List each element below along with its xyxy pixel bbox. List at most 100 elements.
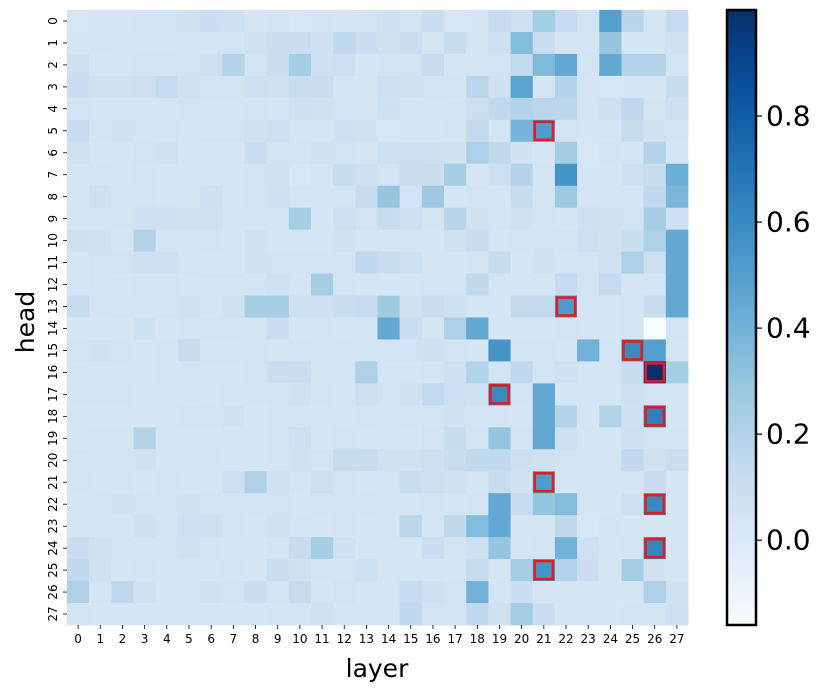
heatmap-cell [510, 515, 534, 538]
heatmap-cell [532, 361, 556, 384]
heatmap-cell [288, 493, 312, 516]
heatmap-cell [89, 515, 112, 538]
highlight-box [533, 120, 555, 142]
heatmap-cell [421, 537, 445, 560]
heatmap-cell [510, 273, 534, 296]
heatmap-cell [554, 119, 578, 143]
heatmap-cell [288, 163, 312, 187]
heatmap-cell [288, 53, 312, 77]
heatmap-cell [111, 493, 134, 516]
heatmap-cell [488, 427, 511, 450]
heatmap-cell [89, 383, 112, 406]
heatmap-cell [333, 185, 356, 209]
heatmap-cell [421, 383, 445, 406]
heatmap-cell [222, 229, 245, 252]
heatmap-cell [554, 603, 578, 626]
heatmap-cell [310, 53, 334, 77]
heatmap-cell [266, 603, 290, 626]
heatmap-cell [554, 207, 578, 231]
heatmap-cell [310, 449, 334, 472]
heatmap-cell [444, 251, 467, 274]
x-tick-label: 26 [647, 632, 662, 646]
heatmap-cell [421, 207, 445, 231]
heatmap-cell [177, 383, 201, 406]
heatmap-cell [554, 185, 578, 209]
heatmap-cell [554, 163, 578, 187]
heatmap-cell [554, 493, 578, 516]
heatmap-cell [643, 251, 667, 274]
heatmap-cell [599, 537, 622, 560]
heatmap-cell [488, 185, 511, 209]
heatmap-cell [466, 449, 489, 472]
x-tick-label: 2 [119, 632, 127, 646]
heatmap-cell [399, 251, 423, 274]
heatmap-cell [554, 537, 578, 560]
heatmap-cell [222, 493, 245, 516]
heatmap-cell [554, 75, 578, 99]
heatmap-cell [510, 383, 534, 406]
heatmap-cell [643, 581, 667, 604]
heatmap-cell [310, 295, 334, 318]
heatmap-cell [288, 383, 312, 406]
heatmap-cell [532, 273, 556, 296]
highlight-box [622, 340, 643, 361]
heatmap-cell [244, 427, 268, 450]
heatmap-cell [643, 361, 667, 384]
heatmap-cell [577, 185, 600, 209]
heatmap-cell [488, 405, 511, 428]
heatmap-cell [532, 405, 556, 428]
heatmap-cell [554, 97, 578, 121]
heatmap-cell [200, 339, 223, 362]
colorbar-tick-label: 0.6 [766, 206, 811, 239]
y-tick-label: 12 [46, 277, 60, 292]
heatmap-cell [577, 361, 600, 384]
heatmap-cell [244, 273, 268, 296]
x-tick-label: 3 [141, 632, 149, 646]
heatmap-cell [89, 31, 112, 55]
heatmap-cell [355, 10, 378, 33]
heatmap-cell [643, 141, 667, 165]
heatmap-cell [355, 449, 378, 472]
heatmap-cell [399, 75, 423, 99]
heatmap-cell [333, 471, 356, 494]
heatmap-cell [577, 339, 600, 362]
heatmap-cell [333, 229, 356, 252]
heatmap-cell [599, 31, 622, 55]
heatmap-cell [421, 515, 445, 538]
y-tick-label: 7 [46, 171, 60, 179]
heatmap-cell [355, 537, 378, 560]
heatmap-cell [599, 163, 622, 187]
heatmap-cell [310, 251, 334, 274]
heatmap-cell [377, 559, 401, 582]
x-tick-label: 1 [96, 632, 104, 646]
heatmap-cell [488, 339, 511, 362]
heatmap-cell [266, 383, 290, 406]
heatmap-cell [444, 471, 467, 494]
y-tick-label: 16 [46, 365, 60, 380]
heatmap-cell [89, 273, 112, 296]
heatmap-cell [510, 53, 534, 77]
heatmap-cell [466, 53, 489, 77]
heatmap-cell [488, 119, 511, 143]
heatmap-cell [67, 163, 90, 187]
heatmap-cell [444, 317, 467, 340]
heatmap-cell [599, 207, 622, 231]
heatmap-cell [621, 493, 645, 516]
heatmap-cell [177, 471, 201, 494]
y-tick-label: 25 [46, 562, 60, 577]
heatmap-cell [665, 31, 689, 55]
heatmap-cell [333, 10, 356, 33]
heatmap-cell [89, 251, 112, 274]
heatmap-cell [444, 339, 467, 362]
heatmap-cell [488, 449, 511, 472]
heatmap-cell [643, 185, 667, 209]
heatmap-cell [266, 207, 290, 231]
heatmap-cell [421, 361, 445, 384]
heatmap-cell [510, 229, 534, 252]
heatmap-cell [222, 317, 245, 340]
highlight-box [533, 559, 555, 581]
heatmap-cell [111, 53, 134, 77]
heatmap-cell [577, 317, 600, 340]
heatmap-cell [288, 603, 312, 626]
heatmap-cell [67, 251, 90, 274]
